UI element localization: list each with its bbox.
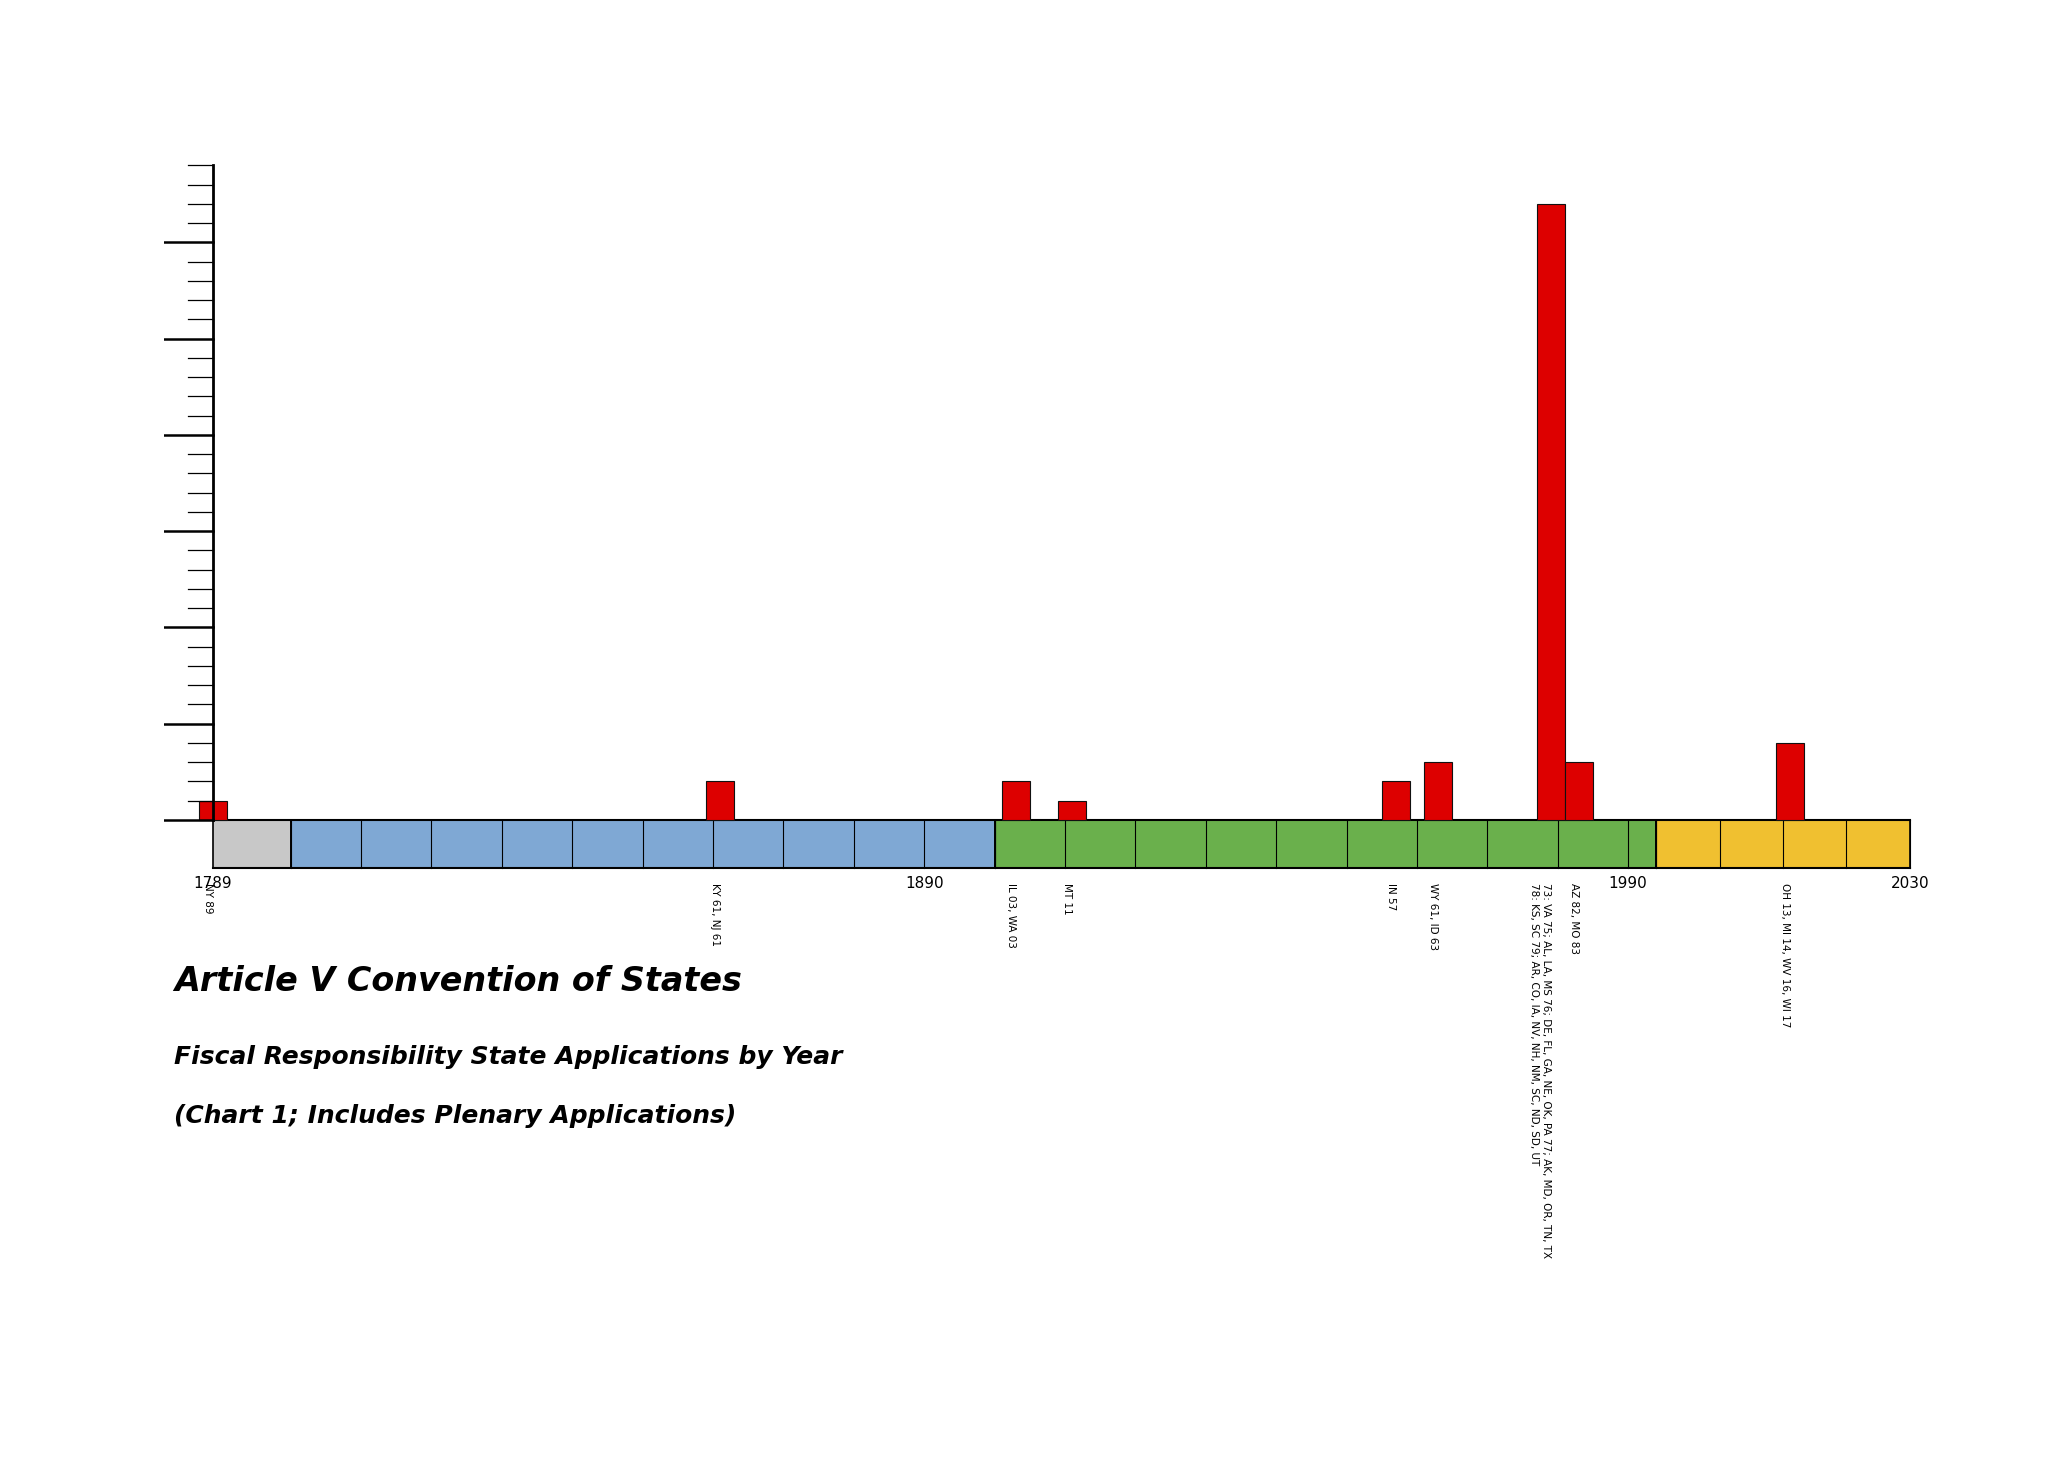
Text: IN 57: IN 57 bbox=[1386, 883, 1397, 911]
Bar bbox=[1657, 820, 1909, 868]
Text: 1890: 1890 bbox=[905, 876, 944, 890]
Text: (Chart 1; Includes Plenary Applications): (Chart 1; Includes Plenary Applications) bbox=[174, 1104, 737, 1127]
Bar bbox=[1001, 781, 1030, 820]
Text: NY 89: NY 89 bbox=[203, 883, 213, 914]
Bar bbox=[995, 820, 1657, 868]
Bar bbox=[1536, 203, 1565, 820]
Text: KY 61, NJ 61: KY 61, NJ 61 bbox=[711, 883, 721, 946]
Text: 73: VA 75; AL, LA, MS 76; DE, FL, GA, NE, OK, PA 77; AK, MD, OR, TN, TX
78: KS, : 73: VA 75; AL, LA, MS 76; DE, FL, GA, NE… bbox=[1530, 883, 1550, 1259]
Bar bbox=[1423, 762, 1452, 820]
Bar bbox=[1382, 781, 1409, 820]
Text: OH 13, MI 14, WV 16, WI 17: OH 13, MI 14, WV 16, WI 17 bbox=[1780, 883, 1790, 1028]
Bar bbox=[707, 781, 733, 820]
Text: Article V Convention of States: Article V Convention of States bbox=[174, 965, 741, 999]
Bar bbox=[1565, 762, 1593, 820]
Bar bbox=[1059, 801, 1085, 820]
Bar bbox=[291, 820, 995, 868]
Text: WY 61, ID 63: WY 61, ID 63 bbox=[1427, 883, 1438, 950]
Bar bbox=[199, 801, 227, 820]
Bar bbox=[213, 820, 291, 868]
Text: AZ 82, MO 83: AZ 82, MO 83 bbox=[1569, 883, 1579, 955]
Text: IL 03, WA 03: IL 03, WA 03 bbox=[1006, 883, 1016, 949]
Text: 1789: 1789 bbox=[195, 876, 231, 890]
Text: Fiscal Responsibility State Applications by Year: Fiscal Responsibility State Applications… bbox=[174, 1045, 842, 1069]
Bar bbox=[1776, 743, 1804, 820]
Text: MT 11: MT 11 bbox=[1063, 883, 1071, 915]
Text: 2030: 2030 bbox=[1890, 876, 1929, 890]
Text: 1990: 1990 bbox=[1610, 876, 1647, 890]
